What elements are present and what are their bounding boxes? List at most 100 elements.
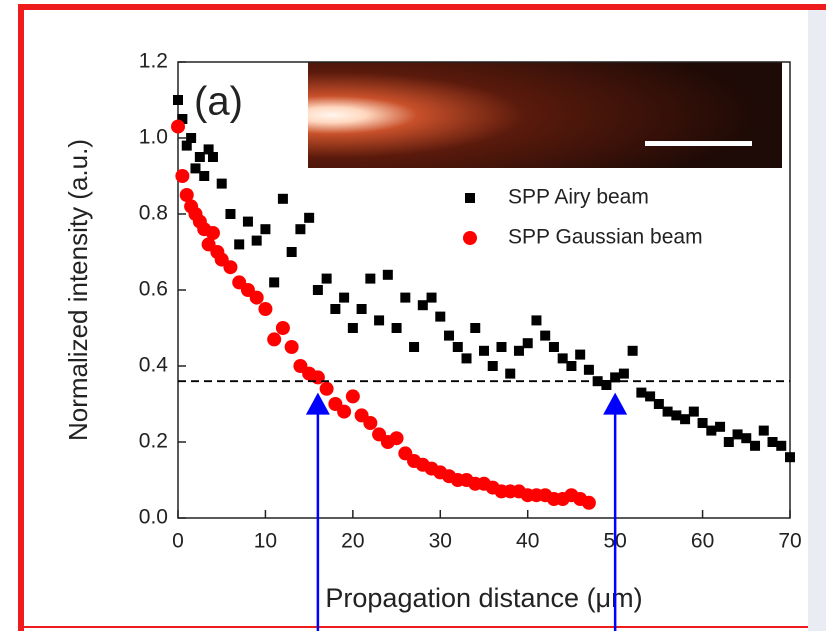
point [203,144,214,155]
point [662,406,673,417]
point [653,399,664,409]
y-tick-label: 0.8 [139,202,168,225]
point [260,224,271,235]
point [540,330,551,341]
y-tick-label: 0.0 [139,506,168,529]
inset-image [308,62,782,168]
point [199,171,210,181]
point [758,425,769,436]
point [205,226,220,240]
point [194,152,205,162]
point [627,345,638,356]
point [225,209,236,219]
point [557,353,568,364]
point [181,140,192,151]
point [267,332,282,347]
point [374,315,385,326]
point [177,114,188,124]
frame-bottom [24,626,808,628]
point [173,95,183,105]
x-tick-label: 30 [429,530,452,553]
point [697,418,708,428]
x-axis-label: Propagation distance (μm) [325,583,642,613]
point [636,387,647,398]
point [417,300,428,311]
x-tick-label: 60 [691,530,714,553]
point [179,188,194,202]
point [581,495,596,510]
point [470,323,481,333]
point [409,342,420,352]
point [444,330,455,341]
point [513,345,524,356]
point [234,239,245,250]
point [286,247,297,257]
y-tick-label: 1.0 [139,126,168,149]
point [242,216,253,227]
point [776,440,787,451]
legend-label: SPP Gaussian beam [508,226,703,249]
point [216,178,227,189]
point [732,429,743,440]
point [767,437,778,447]
side-panel [808,10,826,631]
point [277,193,288,204]
point [723,437,734,447]
point [175,169,190,183]
point [505,368,516,379]
point [566,361,577,371]
point [269,277,280,288]
y-tick-label: 0.6 [139,278,168,301]
point [610,372,621,383]
point [389,431,404,446]
point [186,133,197,143]
point [479,345,489,356]
point [618,368,629,379]
point [496,342,507,352]
point [522,338,533,349]
point [304,212,315,223]
y-tick-label: 0.2 [139,430,168,453]
point [531,315,542,326]
scale-bar [645,141,752,146]
point [190,163,201,174]
point [400,292,411,303]
arrow-head [603,392,628,415]
point [715,421,726,432]
point [706,425,717,436]
point [487,361,498,371]
point [356,304,367,314]
point [223,260,238,275]
point [645,391,656,402]
point [337,404,352,419]
point [363,416,378,430]
point [295,224,306,235]
point [435,311,446,322]
point [601,380,612,390]
point [310,370,325,385]
point [671,410,682,421]
point [284,340,299,354]
point [382,269,393,280]
point [319,381,334,396]
point [688,406,699,417]
point [347,323,358,333]
x-tick-label: 40 [516,530,539,553]
point [452,342,463,352]
point [426,292,437,303]
point [339,292,350,303]
frame-top [18,4,826,10]
point [391,323,402,333]
x-tick-label: 0 [172,530,184,553]
point [750,440,761,451]
point [171,119,185,134]
x-tick-label: 20 [341,530,364,553]
point [345,389,360,404]
point [548,342,559,352]
panel-label: (a) [194,80,243,124]
point [251,235,262,246]
y-tick-label: 0.4 [139,354,169,377]
legend-marker [463,231,477,245]
point [249,290,264,305]
